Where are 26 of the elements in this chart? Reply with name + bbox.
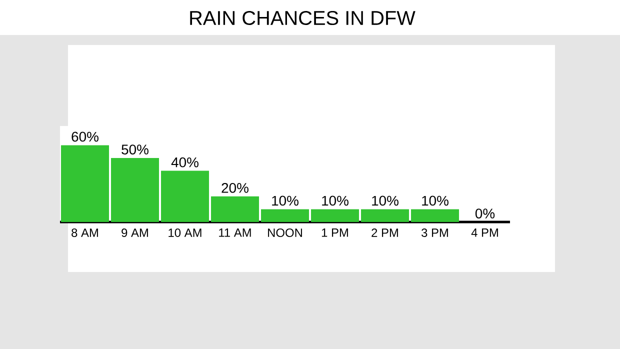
x-tick-label: 3 PM (422, 228, 448, 237)
data-label: 10% (422, 196, 448, 206)
data-label: 40% (171, 157, 198, 168)
x-tick-label: 8 AM (72, 228, 98, 237)
bar (161, 170, 210, 222)
bar (261, 209, 309, 222)
bar (311, 209, 359, 222)
x-tick-label: 10 AM (168, 228, 202, 237)
x-tick-label: 1 PM (322, 228, 348, 237)
x-tick-label: 11 AM (219, 228, 251, 237)
bar (111, 158, 160, 222)
bar (361, 209, 409, 222)
bar (411, 209, 459, 222)
x-tick-label: 9 AM (122, 228, 148, 237)
bar (211, 196, 260, 222)
data-label: 10% (372, 196, 398, 206)
data-label: 10% (322, 196, 348, 206)
data-label: 60% (72, 132, 98, 142)
data-label: 10% (272, 196, 298, 206)
chart-title: RAIN CHANCES IN DFW (190, 10, 416, 26)
x-tick-label: NOON (268, 228, 302, 237)
x-tick-label: 2 PM (372, 228, 398, 237)
data-label: 20% (222, 182, 248, 193)
data-label: 0% (475, 208, 495, 218)
x-tick-label: 4 PM (471, 228, 498, 237)
data-label: 50% (122, 144, 148, 154)
